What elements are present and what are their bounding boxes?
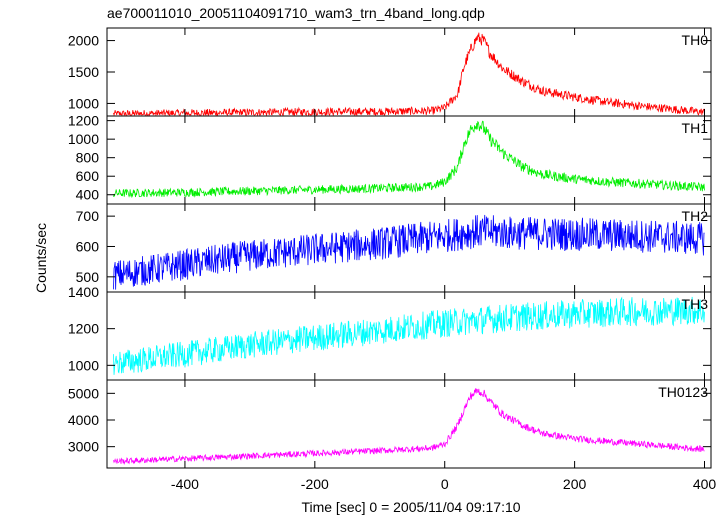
y-axis-label: Counts/sec: [33, 223, 49, 293]
y-tick-label: 800: [76, 150, 100, 166]
panel-frame: [106, 379, 712, 469]
y-tick-label: 2000: [68, 33, 99, 49]
panel-label: TH0: [682, 32, 709, 48]
panel-label: TH3: [682, 296, 709, 312]
y-tick-label: 1000: [68, 357, 99, 373]
x-tick-label: -400: [171, 476, 199, 492]
panel-th2: 500 600 700 TH2: [76, 203, 712, 293]
panel-th0123: 3000 4000 5000 TH0123 -400 -200 0 200 400: [68, 379, 717, 492]
y-tick-label: 1000: [68, 131, 99, 147]
series-line-th0123: [113, 388, 705, 466]
panel-label: TH0123: [658, 384, 708, 400]
x-tick-label: -200: [301, 476, 329, 492]
y-tick-label: 500: [76, 269, 100, 285]
panel-frame: [106, 203, 712, 293]
chart-title: ae700011010_20051104091710_wam3_trn_4ban…: [107, 5, 485, 21]
y-tick-label: 1200: [68, 113, 99, 129]
y-tick-label: 700: [76, 208, 100, 224]
panel-th1: 400 600 800 1000 1200 TH1: [68, 113, 712, 205]
y-tick-label: 400: [76, 187, 100, 203]
x-tick-label: 0: [441, 476, 449, 492]
panel-th3: 1000 1200 1400 TH3: [68, 284, 712, 381]
series-line-th3: [113, 296, 705, 375]
x-tick-label: 400: [693, 476, 717, 492]
y-tick-label: 600: [76, 168, 100, 184]
y-tick-label: 3000: [68, 439, 99, 455]
y-tick-label: 5000: [68, 385, 99, 401]
panel-label: TH1: [682, 120, 709, 136]
y-tick-label: 1500: [68, 64, 99, 80]
series-line-th1: [113, 120, 705, 199]
y-tick-label: 600: [76, 238, 100, 254]
series-line-th0: [113, 32, 705, 117]
y-tick-label: 4000: [68, 412, 99, 428]
x-tick-label: 200: [563, 476, 587, 492]
panel-label: TH2: [682, 208, 709, 224]
x-axis-label: Time [sec] 0 = 2005/11/04 09:17:10: [301, 499, 520, 515]
y-tick-label: 1400: [68, 284, 99, 300]
y-tick-label: 1200: [68, 321, 99, 337]
y-tick-label: 1000: [68, 95, 99, 111]
series-line-th2: [113, 214, 705, 290]
panel-th0: 1000 1500 2000 TH0: [68, 27, 712, 117]
